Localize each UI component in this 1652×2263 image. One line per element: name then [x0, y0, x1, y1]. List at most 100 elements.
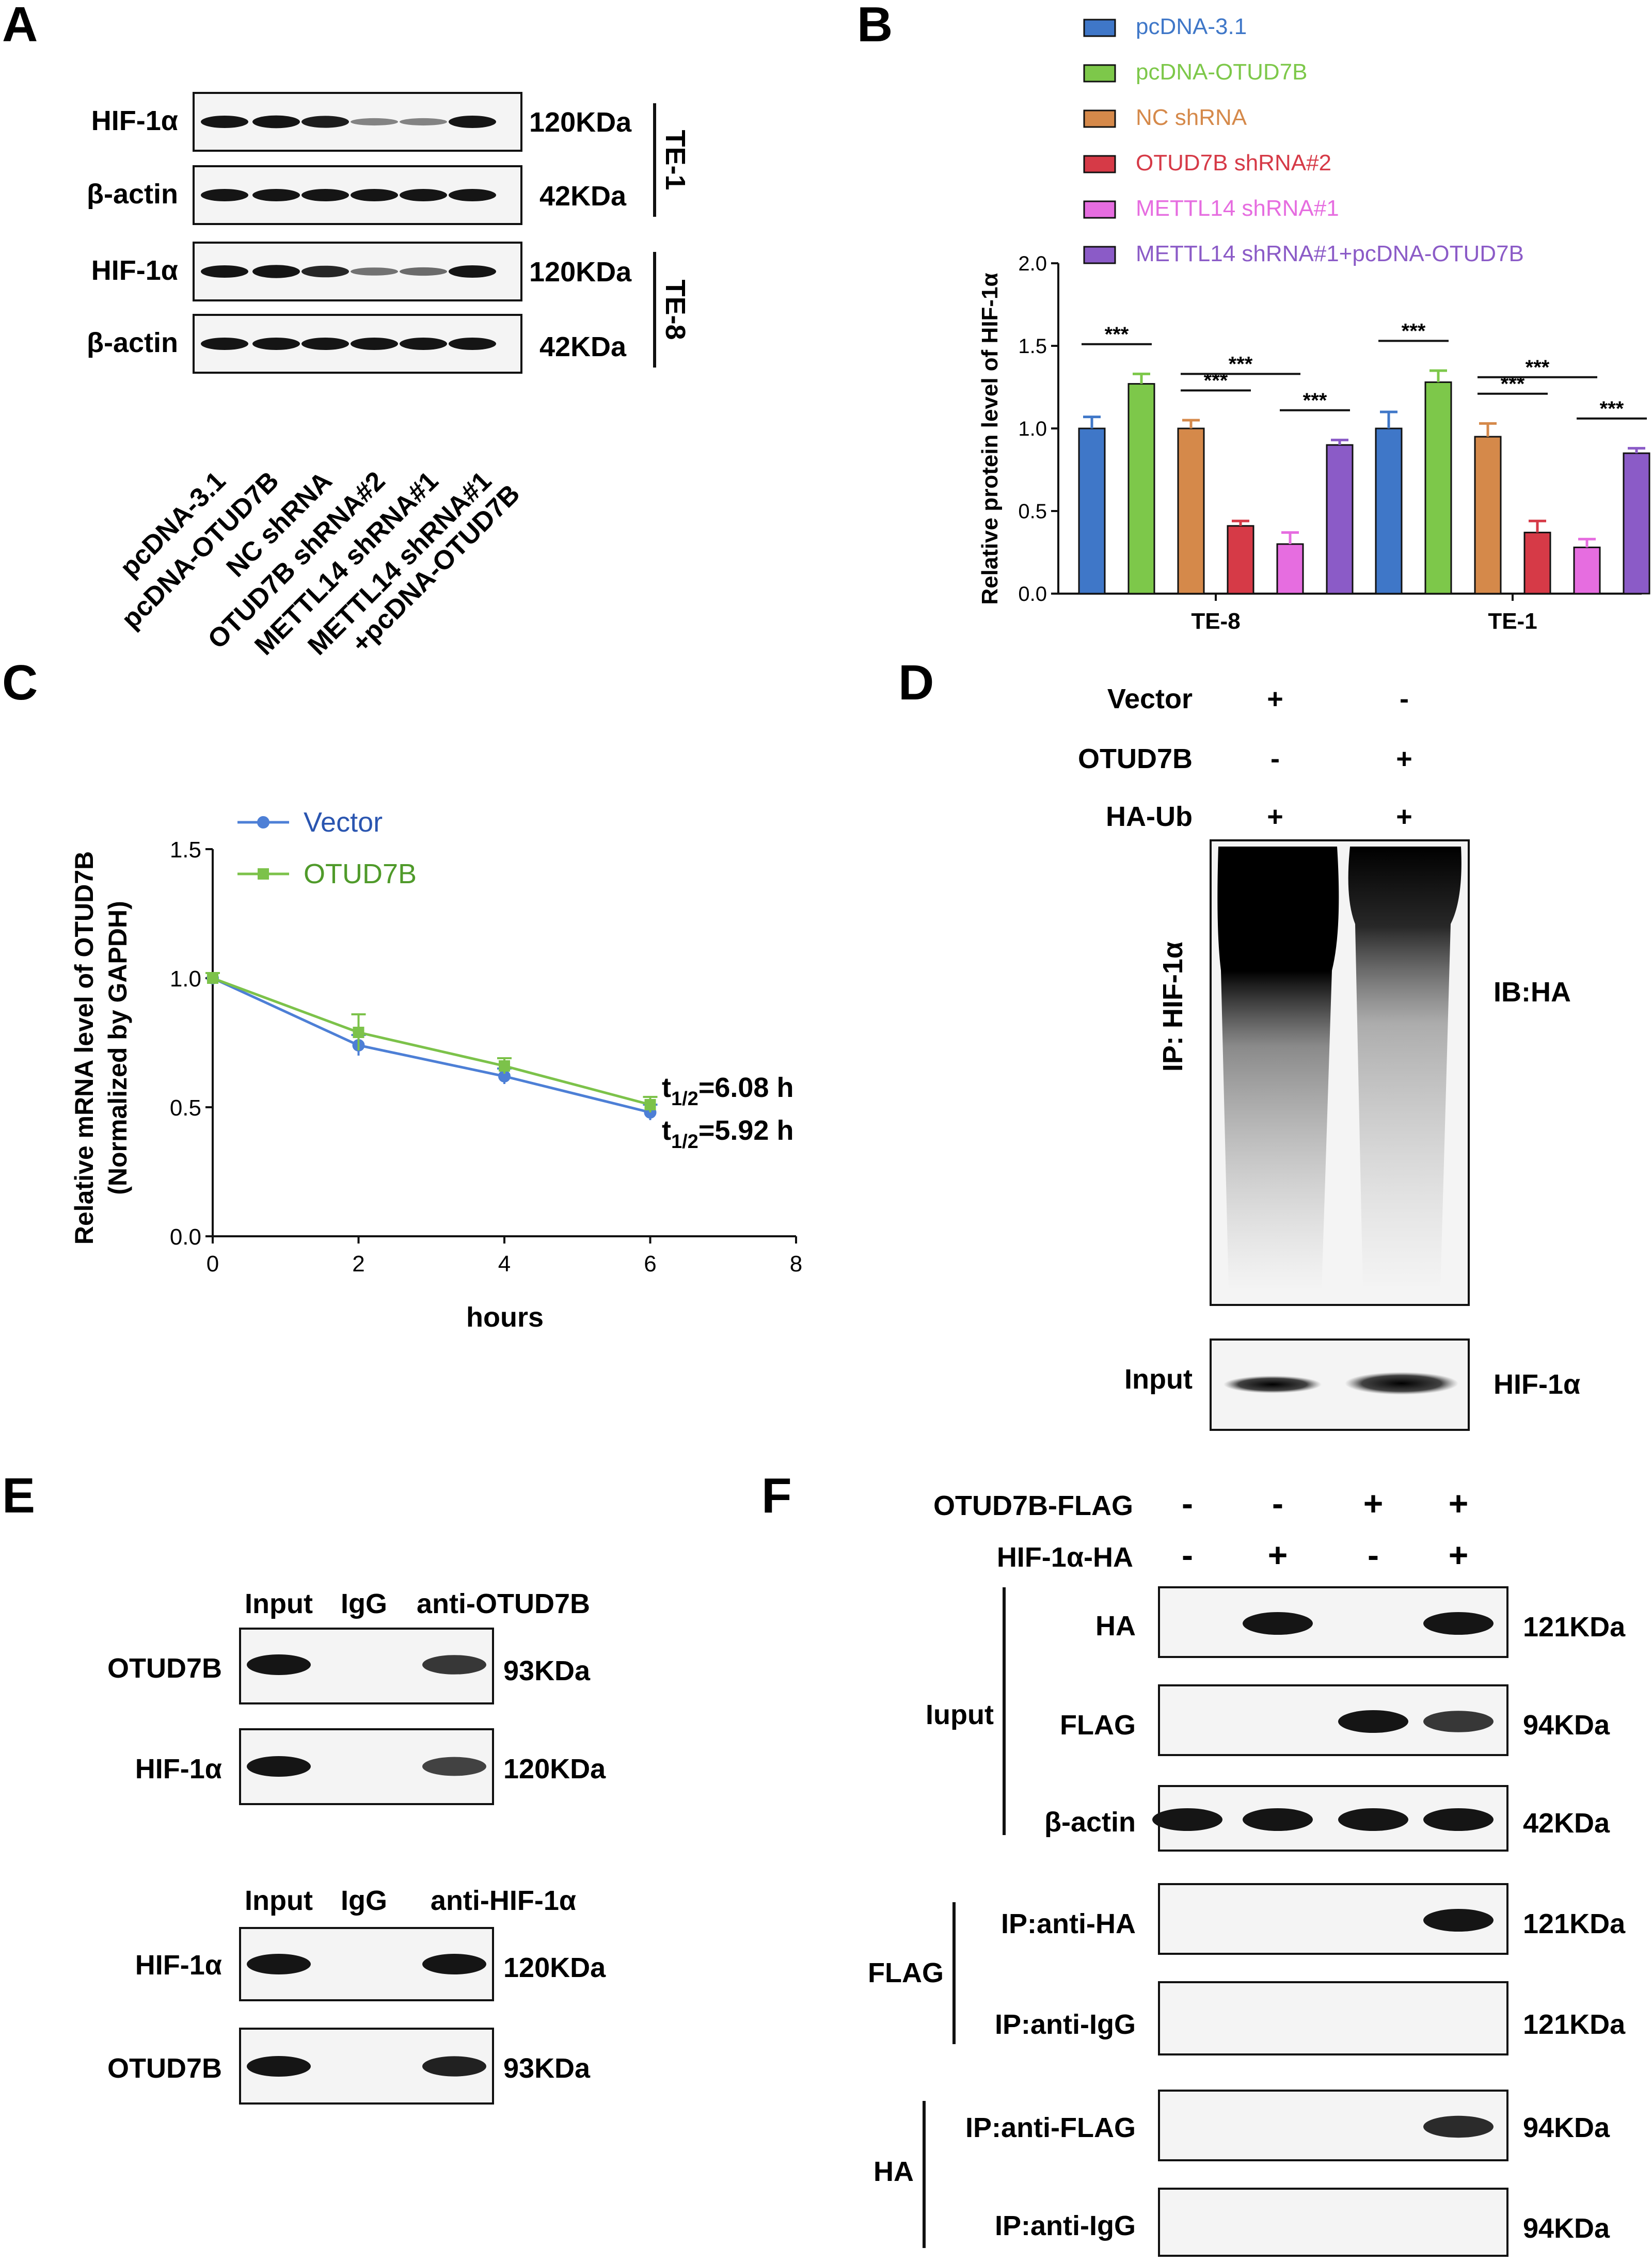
b-bar	[1474, 436, 1502, 595]
b-ytick-label: 2.0	[1018, 252, 1047, 275]
c-annot-2: t1/2=5.92 h	[662, 1115, 793, 1153]
b-bar	[1227, 525, 1254, 595]
panel-c: Vector OTUD7B Relative mRNA level of OTUD…	[70, 807, 802, 1333]
e-top-h2: IgG	[341, 1588, 387, 1619]
panel-d: Vector OTUD7B HA-Ub + - - + + +	[1078, 683, 1580, 1431]
f-row5-mw: 121KDa	[1523, 2009, 1626, 2040]
panel-b: pcDNA-3.1 pcDNA-OTUD7B NC shRNA OTUD7B shRN…	[977, 14, 1650, 634]
c-ytick-label: 1.5	[170, 837, 201, 863]
a-band	[400, 118, 447, 126]
c-legend-label: Vector	[304, 807, 383, 838]
panel-e: Input IgG anti-OTUD7B OTUD7B HIF-1α 93KD…	[107, 1588, 606, 2105]
b-sig-label: ***	[1402, 320, 1426, 342]
c-point	[353, 1027, 364, 1038]
f-band	[1338, 1710, 1408, 1733]
b-sig-label: ***	[1303, 389, 1327, 412]
e-bot-h2: IgG	[341, 1885, 387, 1916]
a-band	[252, 115, 300, 129]
f-blot-7	[1158, 2188, 1508, 2257]
d-r2-s1: -	[1270, 743, 1280, 774]
f-row1-name: HA	[1095, 1611, 1136, 1642]
f-signs: - - + + - + - +	[1182, 1484, 1468, 1574]
e-bot-h3: anti-HIF-1α	[431, 1885, 576, 1916]
c-ylabel2: (Normalized by GAPDH)	[103, 901, 132, 1195]
b-legend-label: METTL14 shRNA#1+pcDNA-OTUD7B	[1136, 241, 1524, 266]
b-legend-swatch	[1083, 246, 1116, 264]
b-legend-label: pcDNA-OTUD7B	[1136, 59, 1308, 85]
a-row3-mw: 120KDa	[529, 257, 632, 288]
f-band	[1423, 1808, 1494, 1831]
a-band	[400, 189, 447, 201]
c-point	[498, 1070, 511, 1082]
d-row2-label: OTUD7B	[1078, 743, 1193, 774]
b-legend-label: OTUD7B shRNA#2	[1136, 150, 1331, 176]
f-row4-name: IP:anti-HA	[1001, 1908, 1136, 1939]
d-r3-s2: +	[1396, 801, 1412, 832]
e-top-h1: Input	[245, 1588, 313, 1619]
b-ytick-label: 0.0	[1018, 583, 1047, 605]
b-bar	[1573, 546, 1601, 595]
b-bar	[1177, 427, 1205, 595]
a-band	[252, 189, 300, 201]
f-sign: +	[1449, 1484, 1469, 1522]
panel-f: OTUD7B-FLAG HIF-1α-HA - - + + - + - + HA FLAG β…	[868, 1484, 1626, 2257]
a-row1-name: HIF-1α	[91, 105, 178, 136]
a-band	[351, 118, 398, 126]
e-band	[247, 1954, 311, 1974]
c-ylabel: Relative mRNA level of OTUD7B	[70, 851, 99, 1245]
e-band	[247, 1654, 311, 1675]
f-band	[1152, 1808, 1222, 1831]
panel-label-e: E	[2, 1468, 35, 1523]
c-ytick-label: 0.0	[170, 1224, 201, 1250]
a-band	[201, 265, 248, 278]
b-legend-swatch	[1083, 109, 1116, 128]
a-band	[201, 116, 248, 128]
e-band	[247, 2056, 311, 2077]
panel-label-a: A	[2, 0, 38, 52]
a-group-te8: TE-8	[660, 279, 691, 340]
d-r1-s2: -	[1400, 683, 1409, 714]
b-ytick-label: 1.0	[1018, 418, 1047, 440]
b-xtick-label: TE-1	[1488, 609, 1537, 634]
f-sign: +	[1363, 1484, 1384, 1522]
b-bar	[1078, 427, 1106, 595]
f-blot-5	[1158, 1981, 1508, 2055]
b-bar	[1375, 427, 1403, 595]
a-row4-name: β-actin	[87, 327, 178, 358]
f-blot-6	[1158, 2090, 1508, 2161]
e-top-row1-mw: 93KDa	[503, 1655, 591, 1686]
f-row4-mw: 121KDa	[1523, 1908, 1626, 1939]
e-top-row2-mw: 120KDa	[503, 1754, 606, 1784]
a-row4-mw: 42KDa	[539, 331, 627, 362]
e-bot-h1: Input	[245, 1885, 313, 1916]
f-band	[1243, 1808, 1313, 1831]
f-row3-name: β-actin	[1044, 1807, 1136, 1838]
b-sig-label: ***	[1204, 369, 1228, 392]
f-row5-name: IP:anti-IgG	[995, 2009, 1136, 2040]
a-band	[351, 189, 398, 201]
f-h2-label: HIF-1α-HA	[997, 1542, 1133, 1573]
a-group-te1: TE-1	[660, 130, 691, 190]
f-h1-label: OTUD7B-FLAG	[933, 1490, 1133, 1521]
d-r2-s2: +	[1396, 743, 1412, 774]
b-bar	[1424, 381, 1452, 595]
d-ib-label: IB:HA	[1494, 977, 1571, 1008]
a-band	[301, 338, 349, 350]
c-point	[207, 973, 218, 984]
f-sign: -	[1182, 1536, 1193, 1574]
f-bands	[1152, 1612, 1494, 2138]
e-band	[422, 1954, 486, 1974]
a-band	[449, 189, 496, 201]
a-band	[252, 338, 300, 350]
d-input-protein: HIF-1α	[1494, 1369, 1580, 1400]
e-bot-row1-name: HIF-1α	[135, 1950, 222, 1981]
a-band	[449, 265, 496, 278]
d-ip-label: IP: HIF-1α	[1157, 942, 1188, 1072]
c-axes: 0.0 0.5 1.0 1.5 0 2 4 6 8	[170, 837, 802, 1277]
b-ylabel: Relative protein level of HIF-1α	[977, 273, 1003, 604]
c-legend-marker	[257, 816, 269, 828]
a-band	[400, 267, 447, 276]
c-xtick-label: 2	[352, 1251, 364, 1277]
a-band	[201, 338, 248, 350]
